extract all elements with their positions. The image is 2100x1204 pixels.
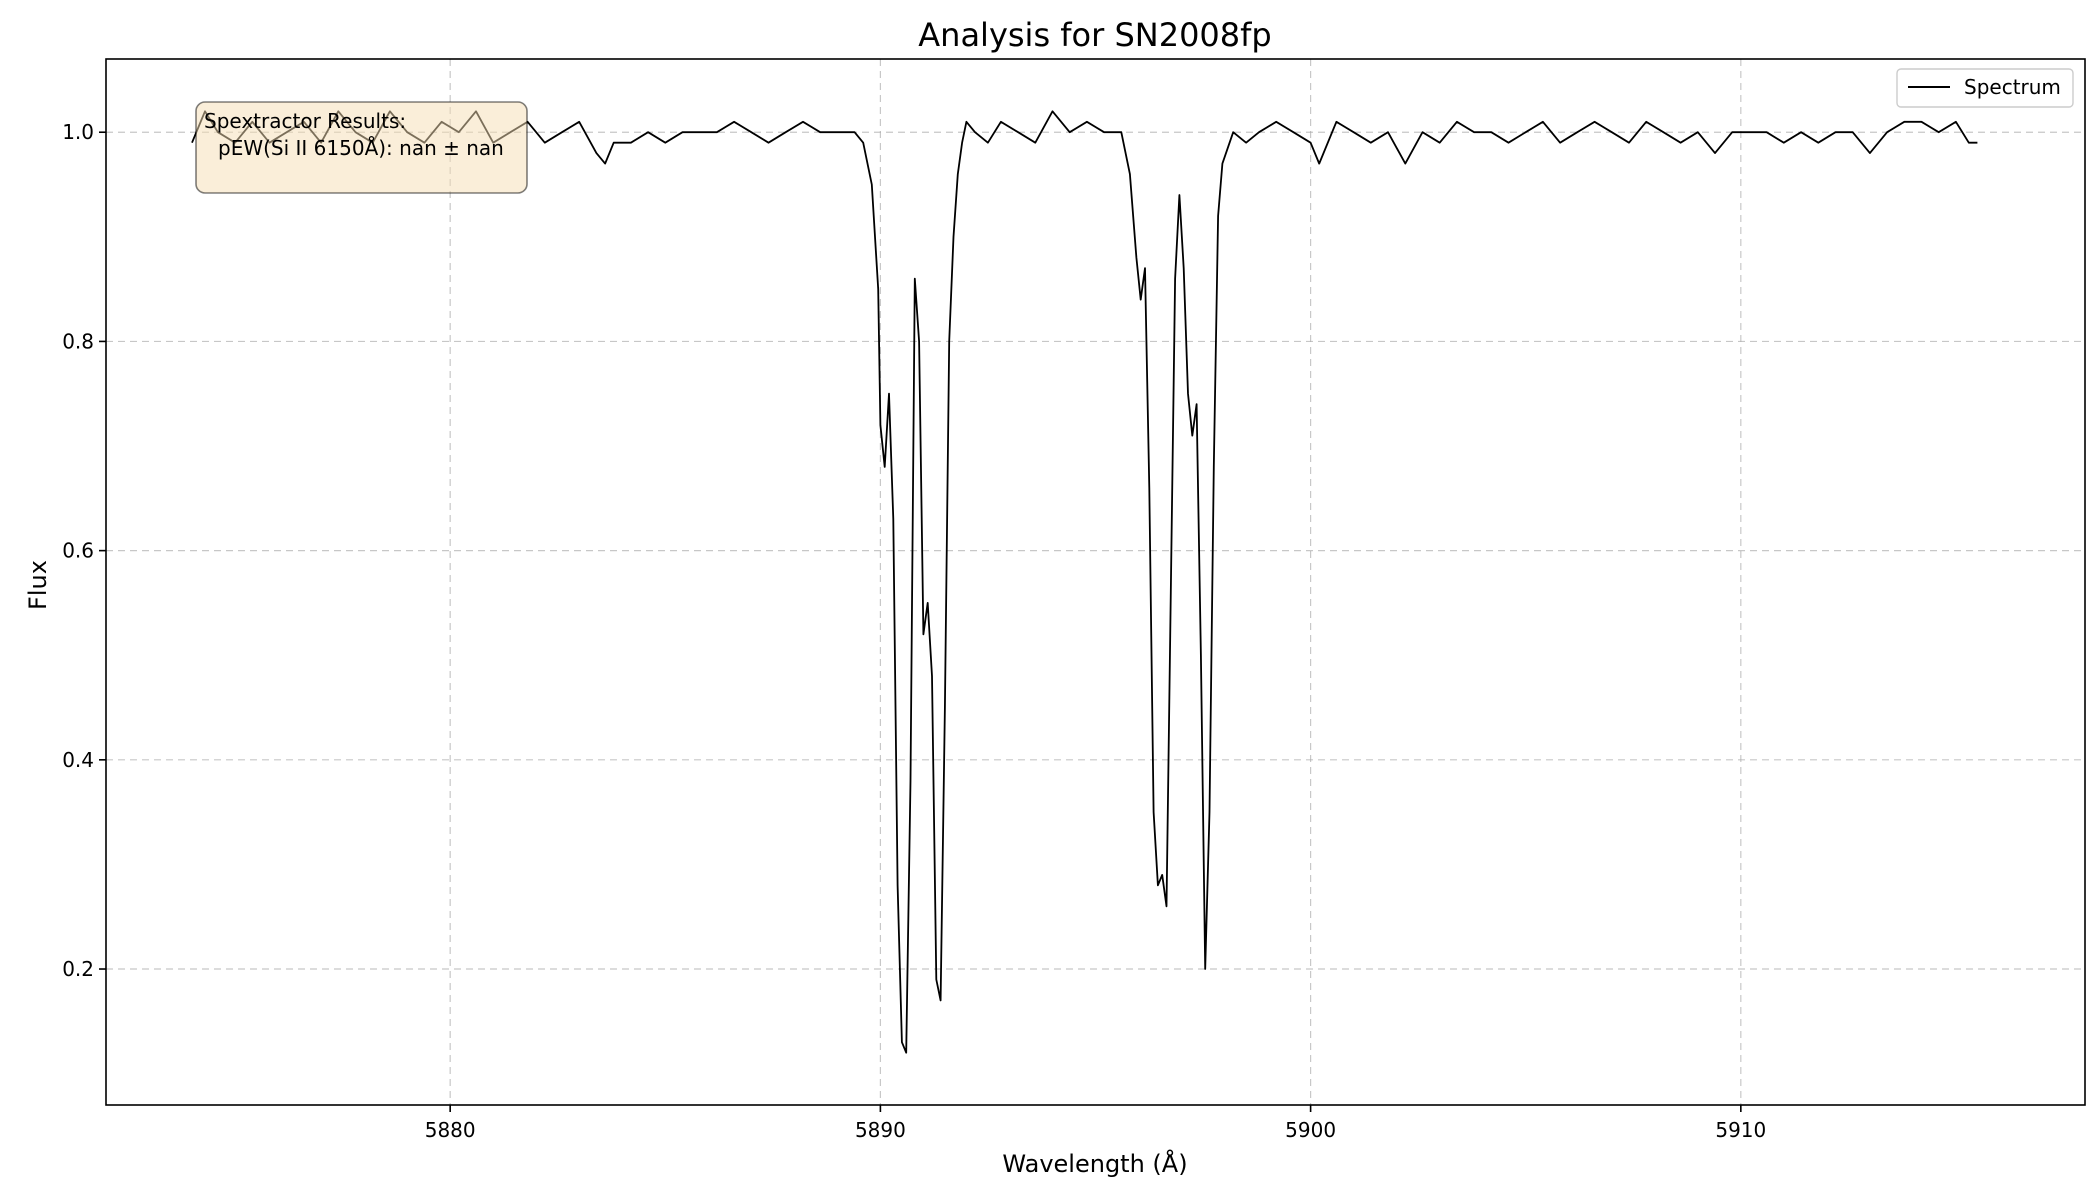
y-tick-label-0.4: 0.4 bbox=[62, 748, 94, 772]
x-axis-ticks: 5880 5890 5900 5910 bbox=[425, 1105, 1766, 1142]
legend-box bbox=[1896, 68, 2074, 108]
annotation-box: Spextractor Results: pEW(Si II 6150Å): n… bbox=[195, 101, 528, 194]
legend: Spectrum bbox=[1896, 68, 2074, 108]
y-tick-label-0.6: 0.6 bbox=[62, 539, 94, 563]
y-axis-ticks: 0.2 0.4 0.6 0.8 1.0 bbox=[62, 120, 106, 981]
series-layer bbox=[191, 110, 1978, 1054]
y-tick-label-0.2: 0.2 bbox=[62, 957, 94, 981]
x-axis-label: Wavelength (Å) bbox=[1002, 1149, 1187, 1178]
x-tick-label-5880: 5880 bbox=[425, 1118, 476, 1142]
annotation-background bbox=[195, 101, 528, 194]
series-line-spectrum bbox=[191, 110, 1978, 1054]
annotation-line-1: Spextractor Results: bbox=[204, 109, 406, 133]
legend-entry-spectrum: Spectrum bbox=[1964, 75, 2061, 99]
y-tick-label-0.8: 0.8 bbox=[62, 329, 94, 353]
y-axis-label: Flux bbox=[24, 560, 52, 610]
plot-frame bbox=[105, 58, 2086, 1106]
x-tick-label-5910: 5910 bbox=[1715, 1118, 1766, 1142]
y-tick-label-1.0: 1.0 bbox=[62, 120, 94, 144]
chart-title: Analysis for SN2008fp bbox=[918, 16, 1271, 54]
x-tick-label-5900: 5900 bbox=[1285, 1118, 1336, 1142]
x-tick-label-5890: 5890 bbox=[855, 1118, 906, 1142]
annotation-line-2: pEW(Si II 6150Å): nan ± nan bbox=[218, 136, 504, 160]
